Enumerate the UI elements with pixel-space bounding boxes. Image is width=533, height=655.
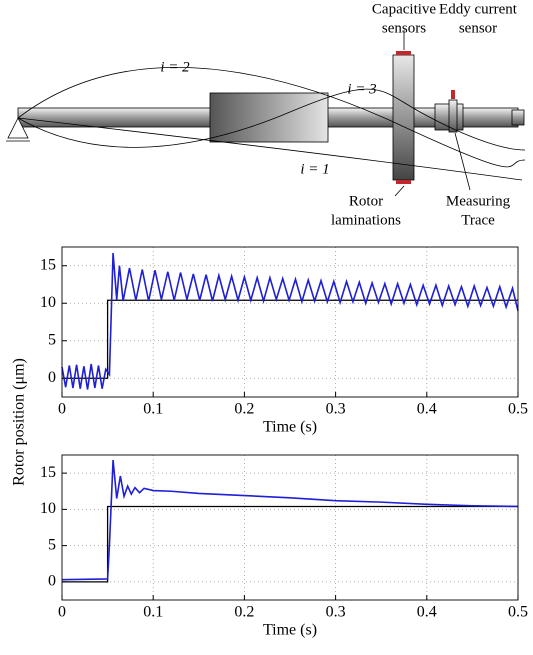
diagram-label: Rotor <box>349 193 383 209</box>
y-tick-label: 5 <box>48 331 56 348</box>
x-tick-label: 0.2 <box>234 401 254 418</box>
x-tick-label: 0.2 <box>234 604 254 621</box>
y-tick-label: 10 <box>40 294 56 311</box>
y-tick-label: 15 <box>40 464 56 481</box>
plot-frame <box>61 246 519 398</box>
y-tick-label: 15 <box>40 256 56 273</box>
mode-2 <box>17 67 526 168</box>
diagram-label: laminations <box>331 212 401 228</box>
series-line <box>61 252 519 390</box>
mode-3 <box>17 88 526 151</box>
y-tick-label: 0 <box>48 369 56 386</box>
diagram-label: Trace <box>461 212 495 228</box>
shaft-end <box>511 109 525 126</box>
x-tick-label: 0 <box>58 604 66 621</box>
x-axis-label: Time (s) <box>263 622 317 639</box>
series-line <box>62 505 518 583</box>
y-tick-label: 5 <box>48 536 56 553</box>
x-tick-label: 0.1 <box>143 401 163 418</box>
eddy-sensor <box>451 90 455 99</box>
x-tick-label: 0.1 <box>143 604 163 621</box>
y-tick-label: 0 <box>48 573 56 590</box>
leader <box>454 132 471 191</box>
diagram-label: sensor <box>459 20 497 36</box>
x-tick-label: 0.5 <box>508 401 528 418</box>
chart: 0 5 10 15 0 0.1 0.2 0.3 0.4 0.5 Time (s) <box>40 246 528 436</box>
rotor-diagram <box>6 30 526 197</box>
mode-1 <box>17 117 523 181</box>
leader <box>394 185 405 197</box>
series-line <box>61 459 519 581</box>
x-tick-label: 0.5 <box>508 604 528 621</box>
x-tick-label: 0.3 <box>326 401 346 418</box>
diagram-label: i = 3 <box>347 81 376 97</box>
y-tick-label: 10 <box>40 500 56 517</box>
cylinder <box>209 92 329 143</box>
x-axis-label: Time (s) <box>263 419 317 436</box>
diagram-labels: Capacitive sensors Eddy current sensor i = 2… <box>160 1 517 228</box>
diagram-label: Measuring <box>446 193 511 209</box>
chart: 0 5 10 15 0 0.1 0.2 0.3 0.4 0.5 Time (s) <box>40 454 528 639</box>
plot-frame <box>61 454 519 601</box>
diagram-label: i = 1 <box>300 161 329 177</box>
diagram-label: Eddy current <box>439 1 518 17</box>
x-tick-label: 0 <box>58 401 66 418</box>
x-tick-label: 0.4 <box>417 604 437 621</box>
x-tick-label: 0.4 <box>417 401 437 418</box>
series-line <box>62 299 518 379</box>
diagram-label: sensors <box>382 20 426 36</box>
capacitive-sensor <box>396 180 411 184</box>
capacitive-sensor <box>396 51 411 55</box>
x-tick-label: 0.3 <box>326 604 346 621</box>
measuring-trace <box>448 99 458 133</box>
diagram-label: i = 2 <box>160 59 190 75</box>
support <box>7 117 29 139</box>
y-axis-label: Rotor position (μm) <box>11 358 28 486</box>
rotor-laminations <box>392 54 415 181</box>
diagram-label: Capacitive <box>372 1 436 17</box>
